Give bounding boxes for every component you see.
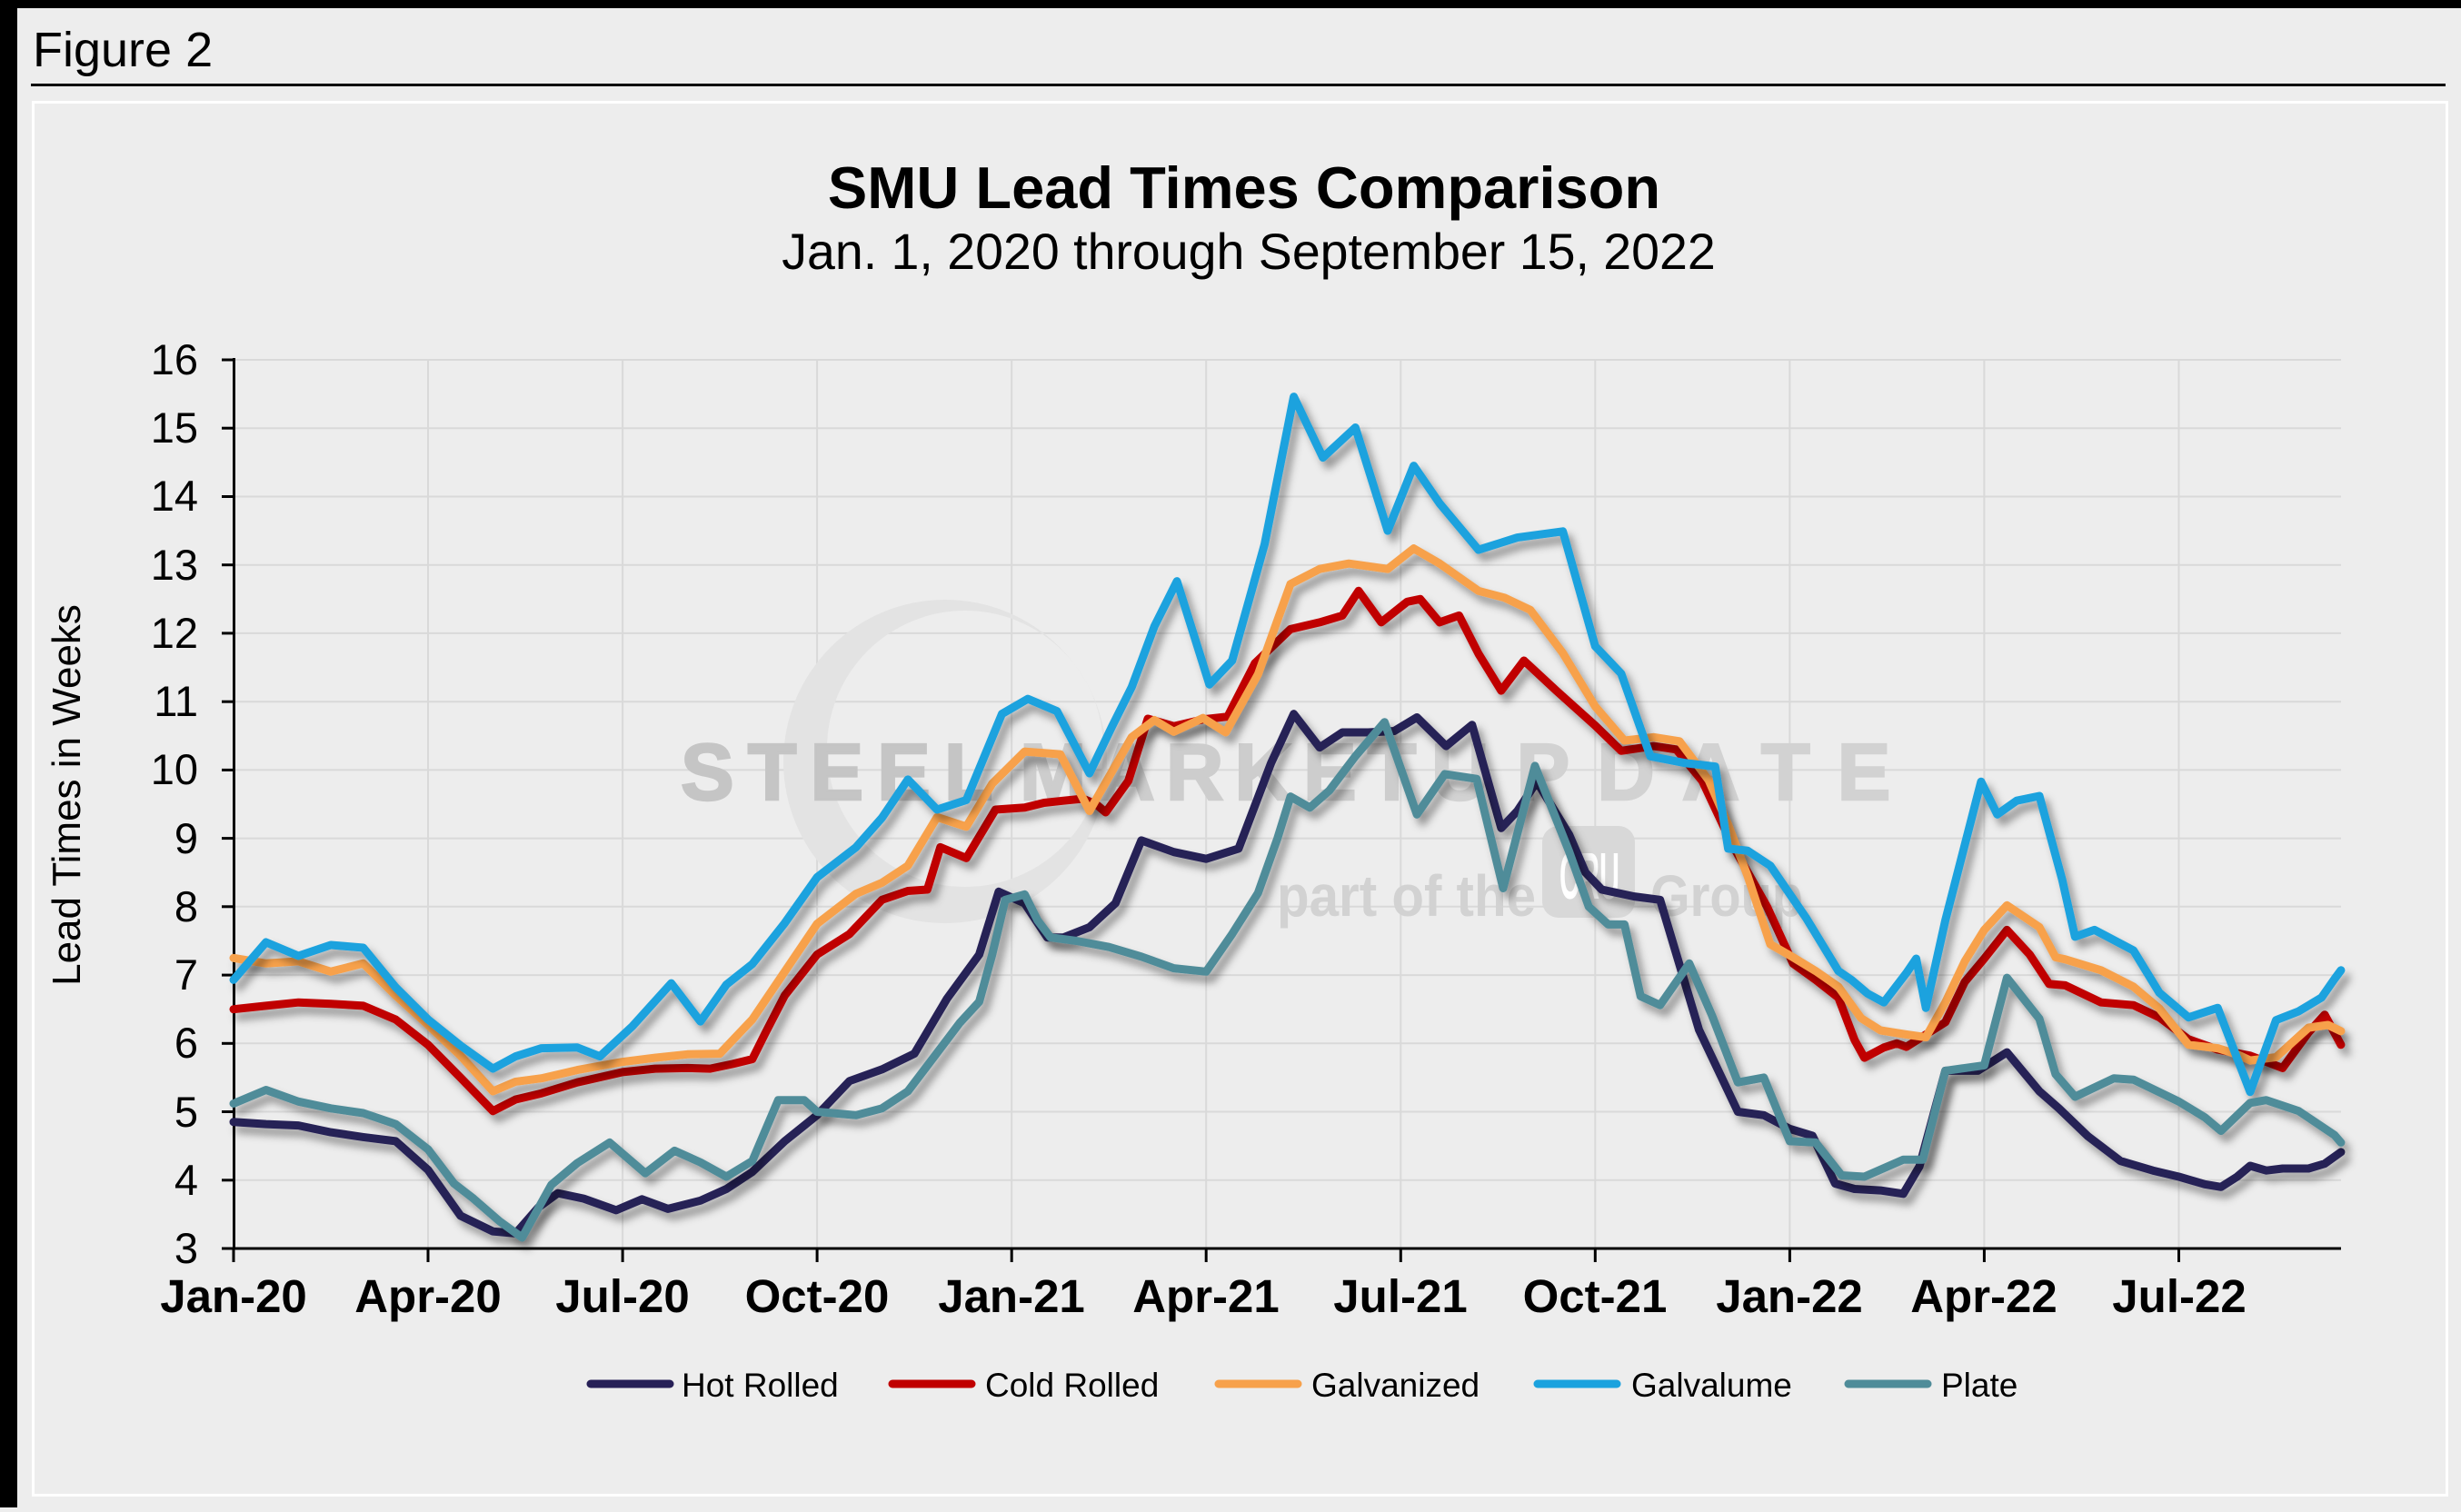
svg-text:Apr-20: Apr-20 (354, 1270, 502, 1322)
svg-text:9: 9 (174, 814, 198, 862)
svg-text:Galvanized: Galvanized (1311, 1367, 1480, 1404)
svg-text:5: 5 (174, 1088, 198, 1136)
svg-text:4: 4 (174, 1156, 198, 1204)
svg-text:14: 14 (151, 472, 198, 520)
svg-text:Oct-20: Oct-20 (745, 1270, 890, 1322)
svg-text:Galvalume: Galvalume (1631, 1367, 1792, 1404)
svg-text:Jul-22: Jul-22 (2112, 1270, 2246, 1322)
svg-text:Oct-21: Oct-21 (1523, 1270, 1668, 1322)
svg-text:STEEL: STEEL (681, 727, 1007, 817)
svg-text:part of the: part of the (1277, 863, 1536, 929)
svg-text:6: 6 (174, 1019, 198, 1067)
svg-text:16: 16 (151, 335, 198, 383)
svg-text:Jul-21: Jul-21 (1333, 1270, 1467, 1322)
svg-text:Apr-21: Apr-21 (1132, 1270, 1280, 1322)
svg-text:Jan-21: Jan-21 (938, 1270, 1085, 1322)
svg-text:Jan-22: Jan-22 (1716, 1270, 1863, 1322)
svg-text:Hot Rolled: Hot Rolled (682, 1367, 839, 1404)
svg-text:15: 15 (151, 403, 198, 452)
svg-text:12: 12 (151, 609, 198, 657)
svg-text:8: 8 (174, 882, 198, 930)
svg-text:Apr-22: Apr-22 (1910, 1270, 2057, 1322)
svg-text:UPDATE: UPDATE (1431, 727, 1918, 817)
svg-text:SMU Lead Times Comparison: SMU Lead Times Comparison (828, 154, 1660, 221)
svg-text:13: 13 (151, 541, 198, 589)
svg-text:Jan-20: Jan-20 (160, 1270, 307, 1322)
svg-text:7: 7 (174, 950, 198, 999)
svg-text:Lead Times in Weeks: Lead Times in Weeks (45, 604, 89, 986)
svg-text:10: 10 (151, 745, 198, 793)
svg-text:Cold Rolled: Cold Rolled (985, 1367, 1159, 1404)
svg-text:3: 3 (174, 1224, 198, 1272)
svg-text:Jan. 1, 2020 through September: Jan. 1, 2020 through September 15, 2022 (782, 224, 1716, 280)
svg-text:Jul-20: Jul-20 (555, 1270, 689, 1322)
svg-text:11: 11 (154, 677, 198, 725)
svg-text:Figure 2: Figure 2 (33, 23, 213, 77)
svg-text:Plate: Plate (1941, 1367, 2018, 1404)
